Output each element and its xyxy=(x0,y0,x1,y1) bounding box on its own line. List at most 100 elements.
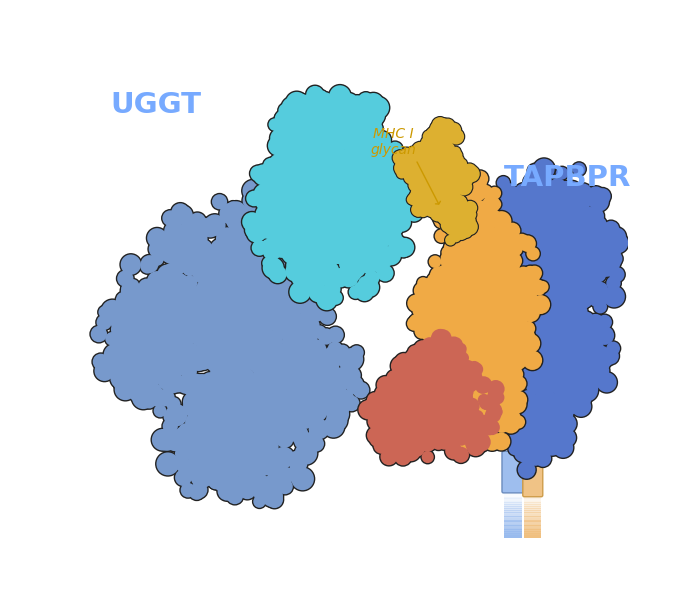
Circle shape xyxy=(147,335,164,353)
Circle shape xyxy=(454,356,469,371)
Circle shape xyxy=(434,191,444,201)
Circle shape xyxy=(517,297,538,317)
Circle shape xyxy=(301,139,318,156)
Circle shape xyxy=(363,156,384,178)
Circle shape xyxy=(546,255,566,274)
Circle shape xyxy=(570,243,591,264)
Circle shape xyxy=(405,428,419,443)
Circle shape xyxy=(476,362,490,376)
Circle shape xyxy=(458,208,468,218)
Circle shape xyxy=(130,322,150,342)
Circle shape xyxy=(293,214,310,232)
Circle shape xyxy=(304,234,326,255)
Circle shape xyxy=(554,379,572,397)
Circle shape xyxy=(306,120,324,138)
Circle shape xyxy=(351,153,370,172)
Circle shape xyxy=(368,211,391,235)
Circle shape xyxy=(290,207,307,224)
Circle shape xyxy=(468,208,489,229)
Circle shape xyxy=(430,358,447,376)
Circle shape xyxy=(417,278,436,297)
Circle shape xyxy=(484,306,505,327)
Circle shape xyxy=(412,149,428,165)
Circle shape xyxy=(528,239,548,259)
Circle shape xyxy=(178,318,195,335)
Circle shape xyxy=(505,322,522,339)
Circle shape xyxy=(474,301,496,323)
Circle shape xyxy=(406,150,424,167)
Circle shape xyxy=(500,350,522,372)
Circle shape xyxy=(575,310,596,330)
Circle shape xyxy=(393,413,405,425)
Circle shape xyxy=(149,350,163,364)
Circle shape xyxy=(456,379,470,393)
Bar xyxy=(524,524,541,526)
Circle shape xyxy=(466,316,480,330)
Circle shape xyxy=(230,332,256,356)
Circle shape xyxy=(534,272,548,286)
Circle shape xyxy=(258,437,275,454)
Circle shape xyxy=(424,155,442,173)
Circle shape xyxy=(385,423,407,446)
Circle shape xyxy=(416,162,435,180)
Circle shape xyxy=(143,332,160,349)
Circle shape xyxy=(286,311,302,327)
Circle shape xyxy=(518,243,537,262)
Circle shape xyxy=(385,191,400,207)
Circle shape xyxy=(344,187,362,205)
Circle shape xyxy=(413,164,425,175)
Circle shape xyxy=(316,233,332,248)
Circle shape xyxy=(442,359,458,376)
Circle shape xyxy=(512,253,533,274)
Circle shape xyxy=(142,339,165,362)
Circle shape xyxy=(353,116,374,137)
Circle shape xyxy=(236,220,260,244)
Circle shape xyxy=(135,347,152,365)
Circle shape xyxy=(467,407,482,423)
Circle shape xyxy=(426,138,442,155)
Circle shape xyxy=(390,417,408,435)
Circle shape xyxy=(551,292,565,307)
Circle shape xyxy=(355,226,372,242)
Circle shape xyxy=(548,245,564,261)
Circle shape xyxy=(340,237,364,262)
Circle shape xyxy=(285,248,303,266)
Circle shape xyxy=(431,179,448,195)
Circle shape xyxy=(303,114,322,133)
Circle shape xyxy=(456,395,473,413)
Circle shape xyxy=(428,360,441,373)
Circle shape xyxy=(481,279,500,298)
Circle shape xyxy=(377,228,393,244)
Circle shape xyxy=(424,198,441,215)
Circle shape xyxy=(345,94,370,118)
Circle shape xyxy=(372,214,387,229)
Circle shape xyxy=(526,184,547,205)
Circle shape xyxy=(300,138,315,153)
Circle shape xyxy=(293,96,315,118)
Circle shape xyxy=(496,394,516,414)
Circle shape xyxy=(435,367,449,382)
Circle shape xyxy=(298,114,314,130)
Circle shape xyxy=(454,225,470,240)
Circle shape xyxy=(448,356,461,369)
Circle shape xyxy=(442,356,463,376)
Circle shape xyxy=(473,314,496,337)
Circle shape xyxy=(524,300,537,313)
Circle shape xyxy=(518,440,533,456)
Circle shape xyxy=(467,220,481,234)
Circle shape xyxy=(423,132,441,150)
Circle shape xyxy=(325,271,342,288)
Circle shape xyxy=(468,361,484,378)
Circle shape xyxy=(454,252,465,263)
Circle shape xyxy=(514,183,534,203)
Circle shape xyxy=(167,233,186,251)
Circle shape xyxy=(155,387,176,408)
Circle shape xyxy=(321,155,338,173)
Circle shape xyxy=(285,251,302,268)
Circle shape xyxy=(526,361,547,382)
Circle shape xyxy=(253,236,275,258)
Circle shape xyxy=(522,222,540,239)
Circle shape xyxy=(377,185,396,205)
Circle shape xyxy=(237,283,253,299)
Circle shape xyxy=(274,291,290,307)
